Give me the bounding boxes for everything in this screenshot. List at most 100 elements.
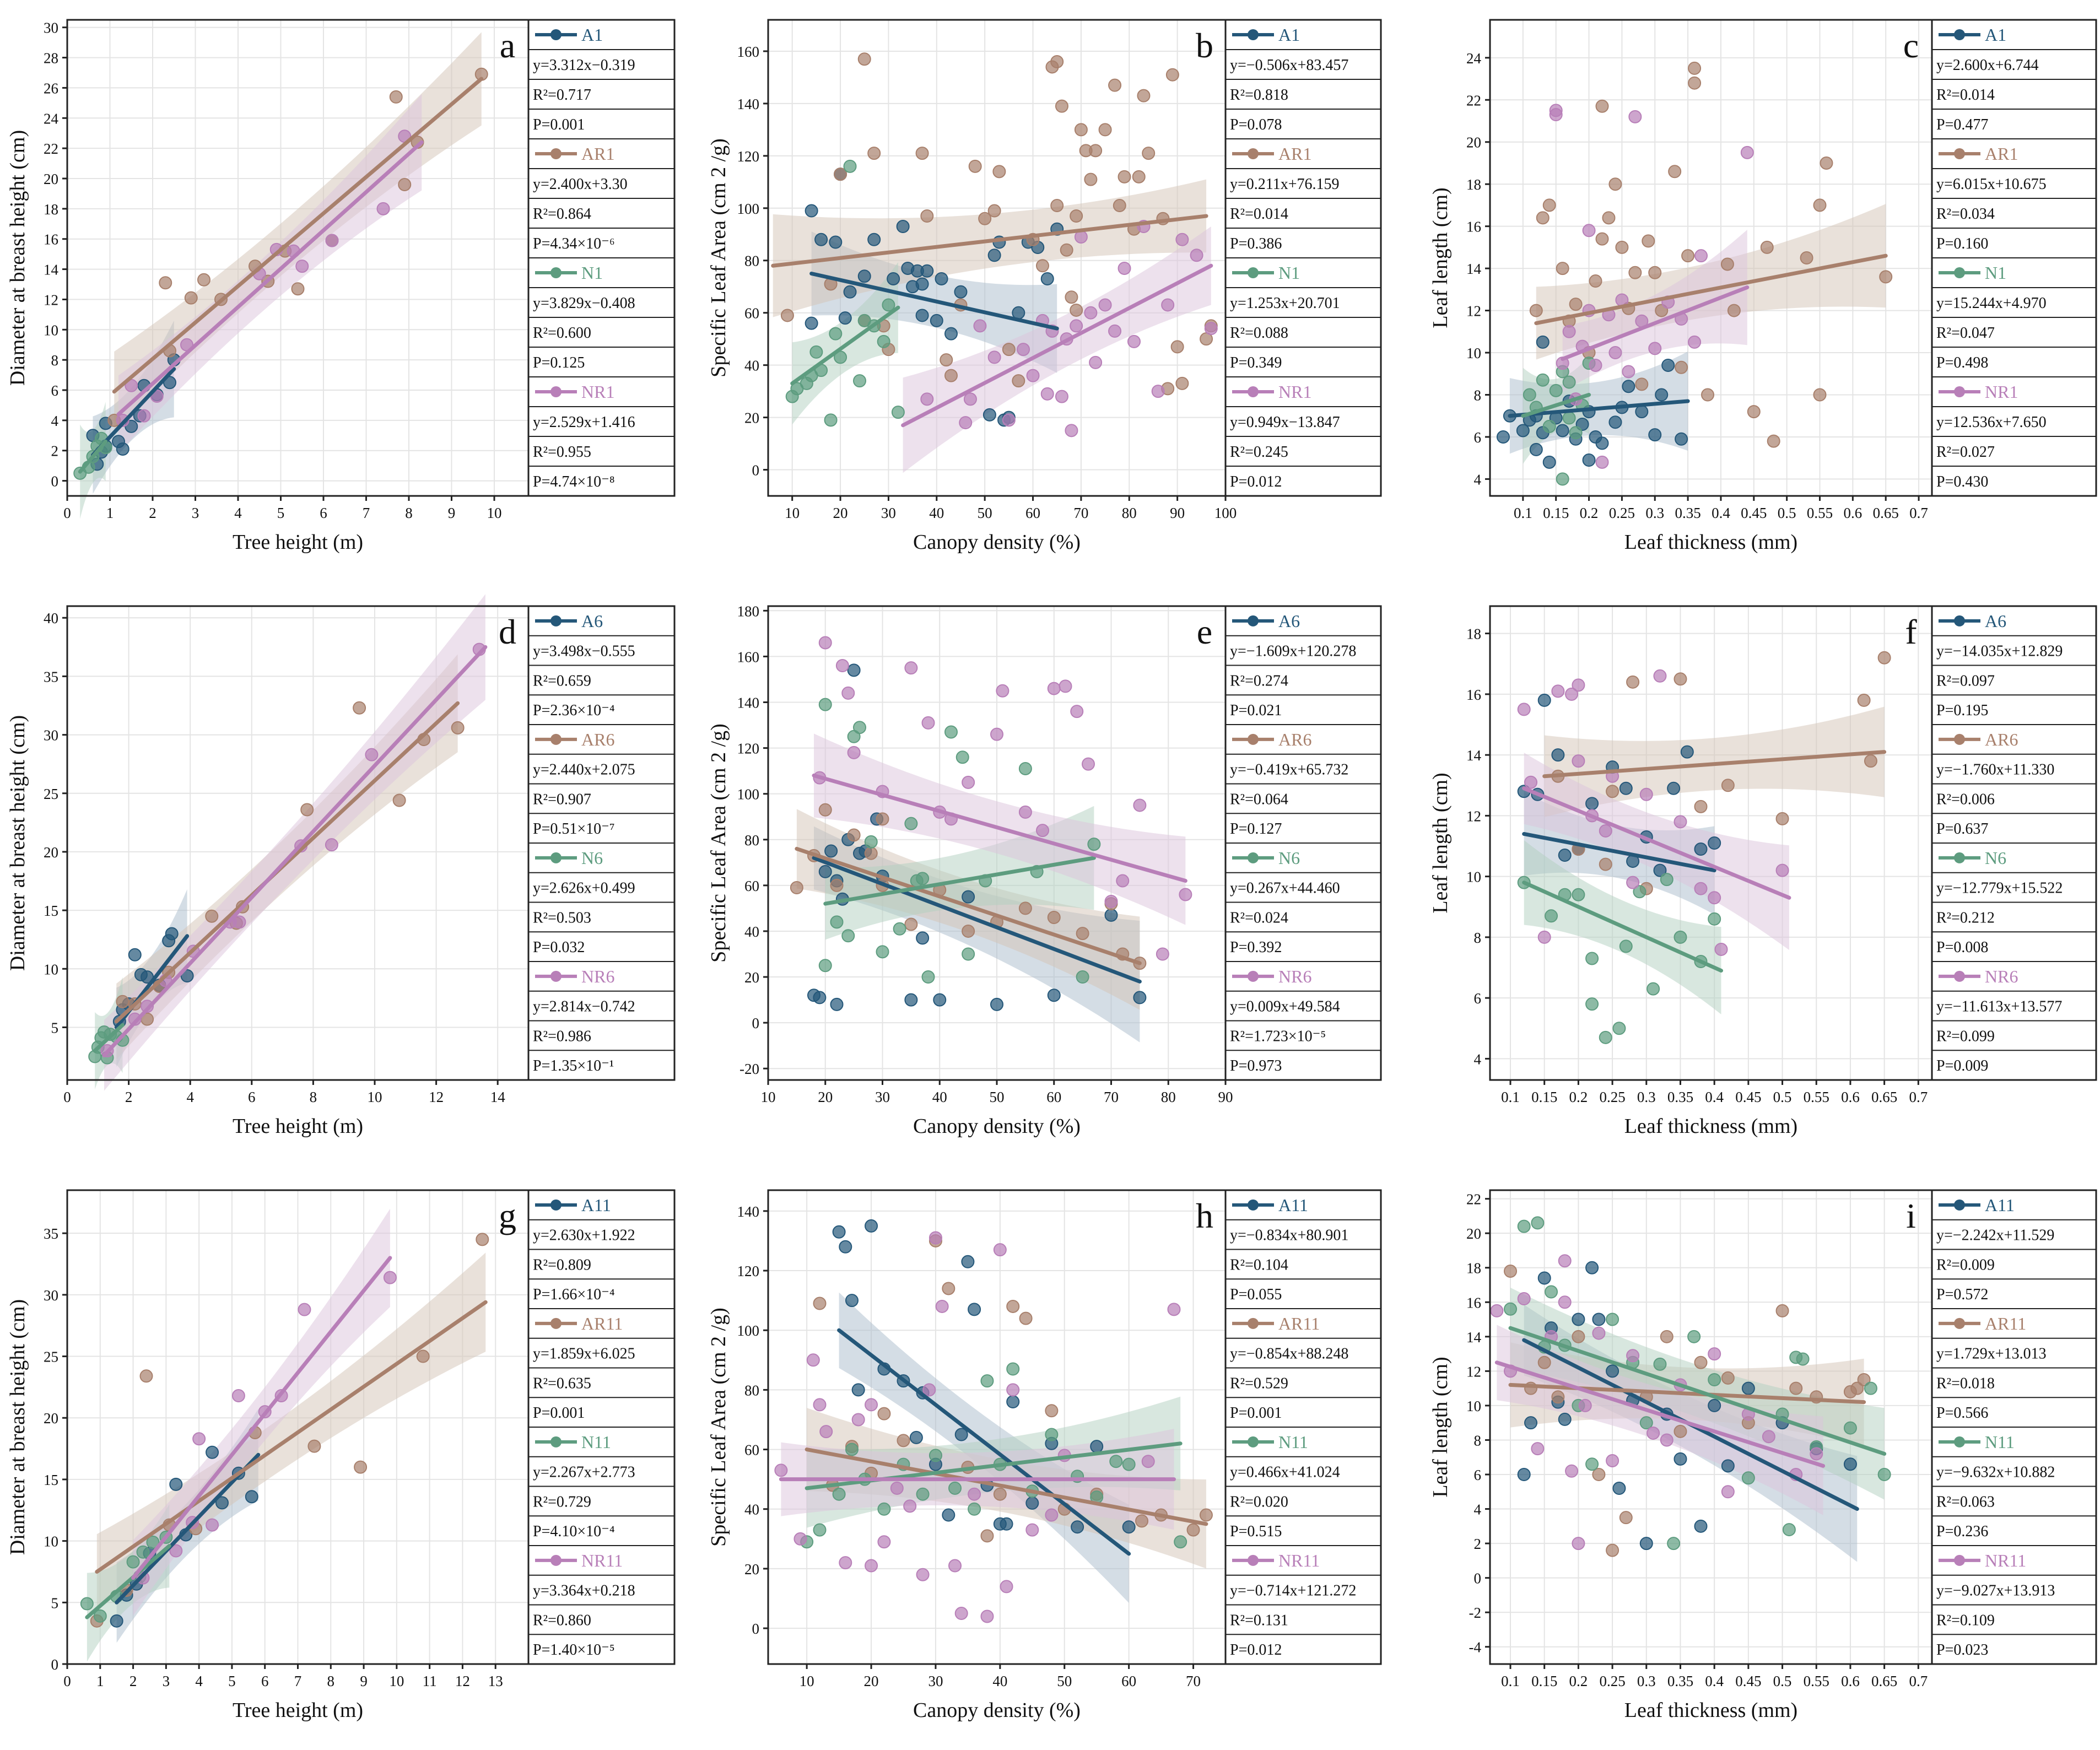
data-point-NR1 <box>1688 335 1702 349</box>
legend-swatch-marker <box>550 733 562 745</box>
data-point-AR1 <box>197 273 210 287</box>
data-point-AR1 <box>389 90 403 104</box>
y-tick-label: 8 <box>1474 1432 1482 1449</box>
data-point-AR6 <box>116 995 129 1008</box>
legend-series-name: A11 <box>1985 1195 2015 1215</box>
p-value: P=0.349 <box>1230 354 1282 371</box>
data-point-AR6 <box>864 846 878 860</box>
data-point-A11 <box>1572 1312 1585 1326</box>
x-tick-label: 90 <box>1170 505 1185 521</box>
x-tick-label: 9 <box>448 505 456 521</box>
data-point-A11 <box>1000 1517 1013 1531</box>
data-point-N1 <box>809 345 823 359</box>
y-tick-label: 5 <box>51 1019 59 1036</box>
x-tick-label: 3 <box>163 1673 170 1689</box>
fit-line-A11 <box>115 1452 261 1605</box>
data-point-N1 <box>824 413 838 427</box>
data-point-AR1 <box>1668 165 1682 179</box>
data-point-AR1 <box>1595 232 1609 246</box>
data-point-NR11 <box>793 1532 807 1546</box>
data-point-AR11 <box>1619 1511 1633 1525</box>
x-tick-label: 0.35 <box>1675 505 1700 521</box>
p-value: P=0.477 <box>1936 116 1988 133</box>
y-tick-label: 16 <box>1466 1294 1481 1311</box>
data-point-NR1 <box>1065 424 1078 438</box>
y-tick-label: 100 <box>737 1322 760 1339</box>
data-point-AR1 <box>1720 257 1734 271</box>
legend-swatch-marker <box>1248 852 1259 863</box>
fit-line-A1 <box>1508 399 1690 418</box>
r-squared-value: R²=1.723×10⁻⁵ <box>1230 1028 1326 1045</box>
data-point-AR11 <box>139 1369 153 1383</box>
legend-series-name: A1 <box>581 25 603 45</box>
x-axis-label: Canopy density (%) <box>913 1115 1081 1138</box>
regression-equation: y=2.630x+1.922 <box>533 1227 635 1244</box>
regression-equation: y=0.466x+41.024 <box>1230 1464 1340 1481</box>
data-point-N1 <box>829 327 843 341</box>
data-point-A1 <box>1622 380 1635 393</box>
data-point-AR11 <box>1551 1390 1565 1404</box>
fit-line-AR6 <box>795 846 1142 965</box>
data-point-N6 <box>1545 909 1558 923</box>
y-tick-label: 20 <box>744 969 759 986</box>
p-value: P=0.572 <box>1936 1286 1988 1303</box>
legend-series-name: A1 <box>1278 25 1300 45</box>
x-axis-label: Tree height (m) <box>233 1699 363 1722</box>
r-squared-value: R²=0.717 <box>533 87 591 104</box>
y-axis-label: Diameter at breast height (cm) <box>6 130 29 386</box>
y-tick-label: 12 <box>44 291 58 308</box>
data-point-A6 <box>847 663 861 677</box>
p-value: P=0.032 <box>533 939 585 956</box>
y-axis-label: Specific Leaf Area (cm 2 /g) <box>707 723 730 963</box>
p-value: P=0.160 <box>1936 235 1988 252</box>
data-point-N6 <box>1018 761 1032 775</box>
data-point-A6 <box>1558 849 1572 862</box>
x-tick-label: 0.55 <box>1807 505 1833 521</box>
panel-f: 0.1 0.15 0.2 0.25 0.3 0.35 0.4 0.45 0.5 0.55 0.6 0.… <box>1429 605 2097 1138</box>
panel-a: 0 1 2 3 4 5 6 7 8 9 10024681012141618202224262830T… <box>6 19 676 554</box>
panel-letter: f <box>1905 612 1917 651</box>
x-tick-label: 0.6 <box>1841 1673 1860 1689</box>
data-point-NR11 <box>968 1487 981 1501</box>
regression-equation: y=−0.854x+88.248 <box>1230 1346 1348 1363</box>
p-value: P=0.498 <box>1936 354 1988 371</box>
data-point-AR11 <box>1775 1304 1789 1317</box>
data-point-N6 <box>1633 885 1646 899</box>
data-point-A11 <box>961 1255 975 1268</box>
data-point-NR11 <box>1141 1455 1155 1468</box>
x-tick-label: 8 <box>405 505 413 521</box>
data-point-N6 <box>893 922 906 936</box>
data-point-N6 <box>904 817 918 830</box>
x-tick-label: 3 <box>192 505 199 521</box>
y-tick-label: 30 <box>44 1287 58 1304</box>
data-point-AR1 <box>1142 147 1156 160</box>
legend-swatch-marker <box>550 852 562 863</box>
data-point-AR1 <box>1050 199 1064 213</box>
regression-equation: y=−2.242x+11.529 <box>1936 1227 2054 1244</box>
x-tick-label: 10 <box>761 1089 776 1105</box>
p-value: P=0.236 <box>1936 1523 1988 1540</box>
regression-equation: y=6.015x+10.675 <box>1936 176 2047 193</box>
data-point-A1 <box>867 233 881 246</box>
data-point-AR1 <box>968 159 982 173</box>
regression-equation: y=1.859x+6.025 <box>533 1346 635 1363</box>
data-point-AR1 <box>1113 199 1126 213</box>
x-tick-label: 70 <box>1186 1673 1201 1689</box>
legend-swatch-marker <box>1248 1199 1259 1211</box>
r-squared-value: R²=0.088 <box>1230 325 1288 342</box>
data-point-NR1 <box>1070 319 1083 333</box>
data-point-AR6 <box>451 721 465 734</box>
data-point-NR6 <box>1059 679 1072 693</box>
legend-swatch-marker <box>550 148 562 159</box>
x-axis-label: Leaf thickness (mm) <box>1624 1115 1797 1138</box>
data-point-NR1 <box>1055 390 1068 403</box>
p-value: P=0.021 <box>1230 702 1282 719</box>
data-point-NR11 <box>851 1413 865 1427</box>
legend-series-name: N1 <box>581 263 603 283</box>
legend-table: A11 y=−2.242x+11.529 R²=0.009 P=0.572 AR11 y=… <box>1931 1189 2097 1665</box>
data-point-N6 <box>1708 912 1721 926</box>
data-point-NR11 <box>1025 1523 1039 1537</box>
x-tick-label: 10 <box>487 505 502 521</box>
data-point-N1 <box>1523 388 1536 402</box>
y-tick-label: 14 <box>1466 1329 1482 1346</box>
